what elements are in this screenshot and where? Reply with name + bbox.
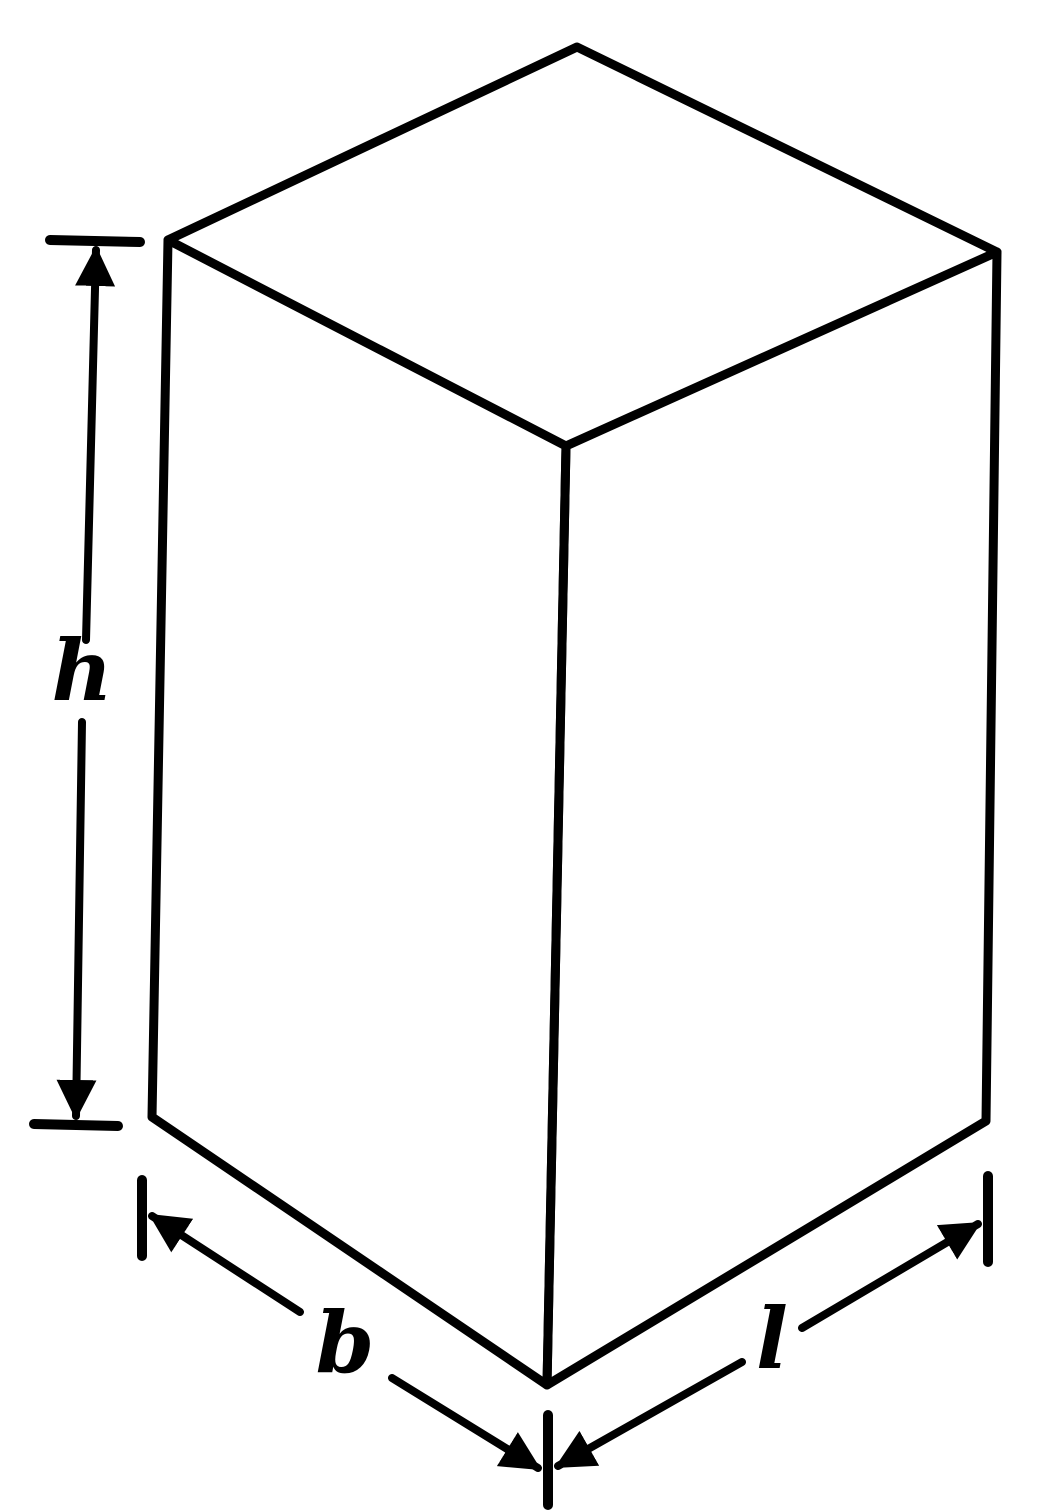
height-lower-line (56, 718, 97, 1120)
prism-drawing (147, 42, 1002, 1390)
length-left-line (554, 1358, 746, 1470)
length-dimension: l (554, 1171, 993, 1470)
length-right-line (798, 1220, 982, 1332)
breadth-left-line (148, 1212, 304, 1316)
height-bottom-bar (29, 1119, 123, 1131)
height-dimension: h (29, 235, 145, 1131)
height-upper-line (75, 246, 116, 644)
height-label: h (51, 621, 112, 720)
prism-front-right-face (542, 247, 1002, 1390)
prism-top-face (163, 42, 1002, 451)
height-top-bar (45, 235, 145, 247)
breadth-label: b (316, 1293, 375, 1392)
length-label: l (756, 1289, 788, 1388)
breadth-dimension: b (137, 1175, 553, 1510)
breadth-right-line (388, 1374, 542, 1472)
